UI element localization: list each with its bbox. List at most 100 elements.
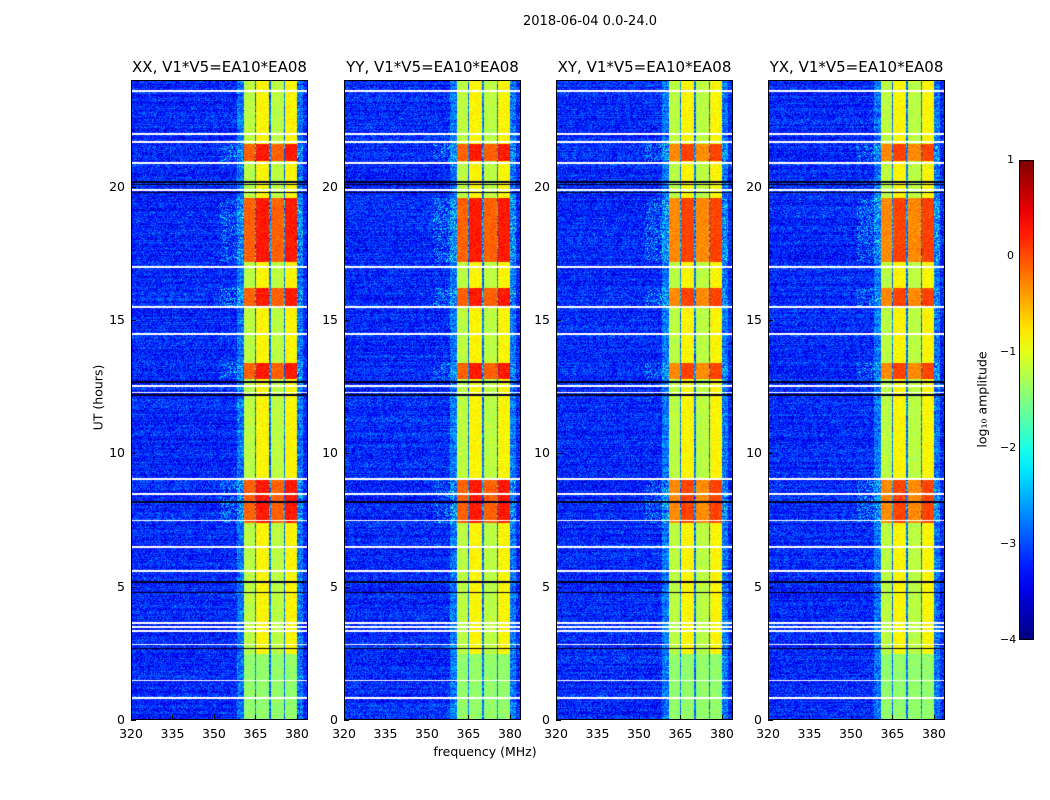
x-tick-mark — [556, 715, 557, 720]
y-tick-mark — [768, 586, 773, 588]
y-tick-label: 15 — [534, 312, 550, 327]
panel-title: XX, V1*V5=EA10*EA08 — [132, 58, 307, 76]
colorbar-tick-label: 1 — [1007, 153, 1014, 166]
y-tick-label: 0 — [754, 712, 762, 727]
colorbar — [1019, 160, 1034, 640]
x-tick-mark — [468, 715, 470, 720]
heatmap-panel: YY, V1*V5=EA10*EA08 320 335 350 365 380 0 5 10 15… — [322, 58, 522, 741]
heatmap-panel: YX, V1*V5=EA10*EA08 320 335 350 365 380 0 5 10 15… — [746, 58, 946, 741]
x-tick-mark — [296, 715, 298, 720]
y-tick-mark — [131, 586, 136, 588]
y-tick-label: 5 — [754, 578, 762, 594]
y-tick-mark — [556, 453, 561, 455]
y-tick-mark — [344, 453, 349, 455]
y-tick-label: 0 — [117, 712, 125, 727]
x-tick-label: 380 — [285, 726, 309, 741]
x-tick-mark — [721, 715, 723, 720]
x-tick-mark — [850, 715, 852, 720]
heatmap-image — [344, 80, 521, 720]
y-tick-label: 10 — [322, 445, 338, 461]
x-tick-label: 320 — [756, 726, 780, 741]
y-tick-label: 0 — [330, 712, 338, 727]
y-tick-mark — [344, 186, 349, 188]
x-tick-mark — [597, 715, 599, 720]
colorbar-tick-label: −1 — [1000, 345, 1017, 358]
y-tick-label: 20 — [746, 178, 762, 194]
x-tick-mark — [892, 715, 894, 720]
y-tick-label: 10 — [109, 445, 125, 461]
y-tick-mark — [768, 320, 773, 321]
heatmap-image — [768, 80, 945, 720]
panel-title: YY, V1*V5=EA10*EA08 — [346, 58, 519, 76]
y-tick-mark — [131, 186, 136, 188]
heatmap-panel: XX, V1*V5=EA10*EA08 320 335 350 365 380 0 5 10 15… — [109, 58, 309, 741]
y-tick-label: 15 — [109, 312, 125, 327]
colorbar-tick-label: −2 — [1000, 441, 1017, 454]
colorbar-tick-label: −3 — [1000, 537, 1017, 550]
y-tick-mark — [768, 453, 773, 455]
x-tick-mark — [680, 715, 682, 720]
y-tick-mark — [131, 320, 136, 321]
x-tick-label: 365 — [243, 726, 268, 741]
y-tick-label: 5 — [542, 578, 550, 594]
y-tick-mark — [344, 720, 349, 721]
x-tick-label: 350 — [415, 726, 439, 741]
x-tick-mark — [385, 715, 387, 720]
x-tick-mark — [131, 715, 132, 720]
panel-title: YX, V1*V5=EA10*EA08 — [769, 58, 944, 76]
x-tick-label: 380 — [710, 726, 734, 741]
y-tick-mark — [556, 186, 561, 188]
colorbar-tick-label: 0 — [1007, 249, 1014, 262]
y-tick-label: 10 — [534, 445, 550, 461]
y-tick-label: 10 — [746, 445, 762, 461]
y-tick-mark — [556, 720, 561, 721]
y-tick-label: 15 — [322, 312, 338, 327]
y-tick-label: 20 — [322, 178, 338, 194]
heatmap-panel: XY, V1*V5=EA10*EA08 320 335 350 365 380 0 5 10 15… — [534, 58, 734, 741]
x-tick-mark — [255, 715, 257, 720]
x-tick-label: 320 — [332, 726, 356, 741]
y-tick-mark — [556, 320, 561, 321]
y-tick-mark — [768, 720, 773, 721]
x-tick-label: 350 — [627, 726, 651, 741]
heatmap-image — [556, 80, 733, 720]
colorbar-tick-label: −4 — [1000, 633, 1017, 646]
figure-title: 2018-06-04 0.0-24.0 — [523, 14, 657, 29]
x-axis-label: frequency (MHz) — [433, 744, 537, 759]
x-tick-label: 350 — [202, 726, 226, 741]
colorbar-label: log₁₀ amplitude — [974, 351, 990, 448]
x-tick-mark — [768, 715, 769, 720]
x-tick-mark — [426, 715, 428, 720]
x-tick-label: 320 — [544, 726, 568, 741]
x-tick-label: 335 — [797, 726, 822, 741]
y-tick-label: 15 — [746, 312, 762, 327]
y-tick-mark — [131, 453, 136, 455]
x-tick-mark — [172, 715, 174, 720]
x-tick-mark — [933, 715, 935, 720]
y-tick-mark — [768, 186, 773, 188]
x-tick-label: 320 — [119, 726, 143, 741]
y-tick-label: 20 — [109, 178, 125, 194]
y-tick-label: 5 — [330, 578, 338, 594]
x-tick-label: 335 — [160, 726, 185, 741]
y-tick-mark — [344, 586, 349, 588]
x-tick-mark — [509, 715, 511, 720]
y-tick-mark — [344, 320, 349, 321]
y-axis-label: UT (hours) — [90, 364, 106, 431]
heatmap-image — [131, 80, 308, 720]
panel-title: XY, V1*V5=EA10*EA08 — [557, 58, 732, 76]
x-tick-label: 365 — [668, 726, 693, 741]
x-tick-mark — [344, 715, 345, 720]
x-tick-label: 350 — [839, 726, 863, 741]
y-tick-label: 0 — [542, 712, 550, 727]
y-tick-label: 5 — [117, 578, 125, 594]
y-tick-mark — [131, 720, 136, 721]
x-tick-label: 365 — [456, 726, 481, 741]
y-tick-label: 20 — [534, 178, 550, 194]
y-tick-mark — [556, 586, 561, 588]
x-tick-mark — [638, 715, 640, 720]
x-tick-label: 380 — [922, 726, 946, 741]
x-tick-label: 365 — [880, 726, 905, 741]
x-tick-mark — [213, 715, 215, 720]
